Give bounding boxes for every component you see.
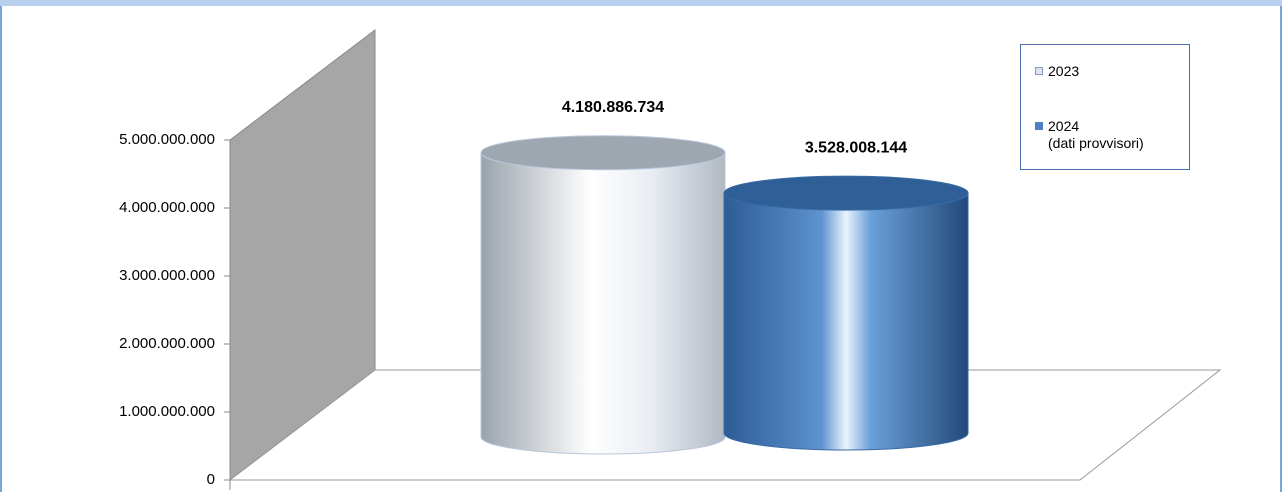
cylinder-top — [723, 175, 969, 211]
cylinder-top — [480, 135, 726, 171]
legend-label: 2024 (dati provvisori) — [1048, 118, 1144, 151]
y-tick-label: 4.000.000.000 — [119, 199, 215, 216]
y-tick-label: 2.000.000.000 — [119, 335, 215, 352]
value-label: 3.528.008.144 — [805, 139, 907, 156]
legend-item: 2024 (dati provvisori) — [1035, 118, 1144, 152]
legend: 2023 2024 (dati provvisori) — [1020, 44, 1190, 170]
cylinder-body — [723, 192, 969, 451]
y-tick-label: 1.000.000.000 — [119, 403, 215, 420]
legend-swatch — [1035, 122, 1043, 130]
cylinder-body — [480, 152, 726, 455]
legend-label: 2023 — [1048, 63, 1080, 79]
cylinder — [480, 135, 726, 455]
y-tick-label: 0 — [207, 471, 215, 488]
value-label: 4.180.886.734 — [562, 99, 664, 116]
legend-swatch — [1035, 67, 1043, 75]
y-tick-label: 3.000.000.000 — [119, 267, 215, 284]
y-tick-label: 5.000.000.000 — [119, 131, 215, 148]
legend-item: 2023 — [1035, 63, 1079, 80]
frame-top — [0, 0, 1282, 6]
cylinder — [723, 175, 969, 451]
